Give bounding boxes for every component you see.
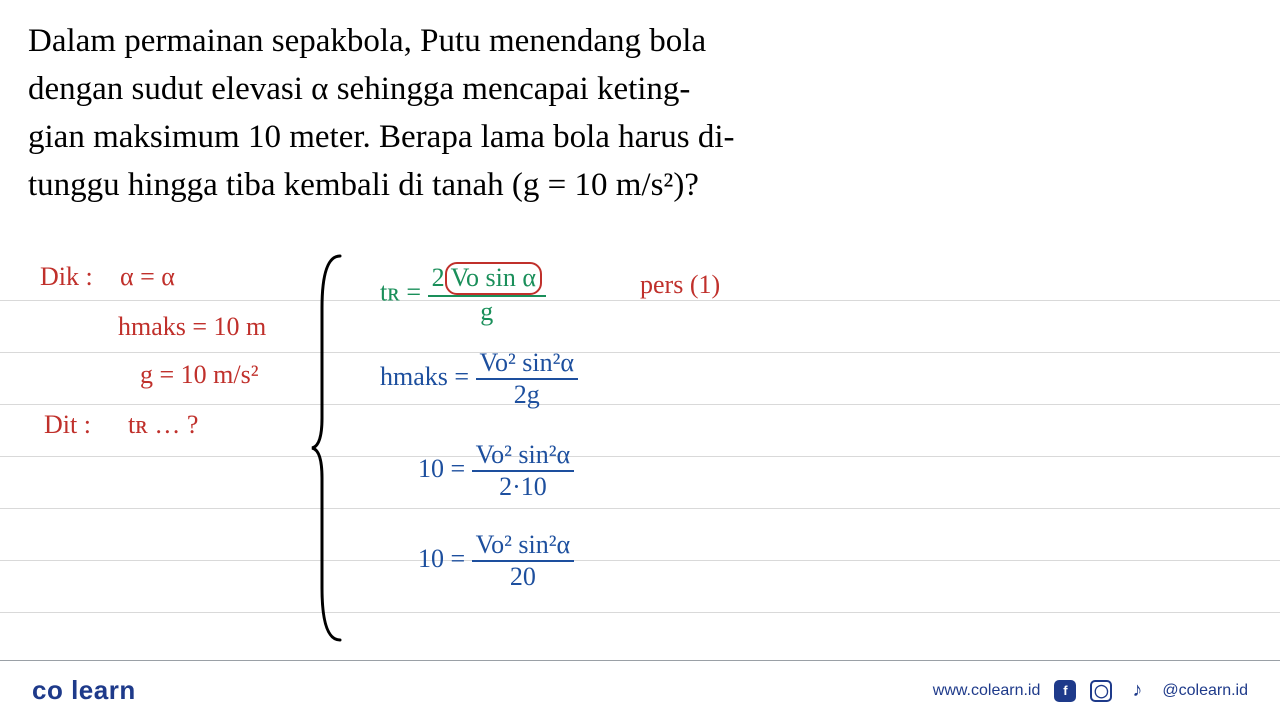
eq4-den: 20 <box>472 560 574 592</box>
eq2-lhs: hmaks = <box>380 362 469 391</box>
eq4: 10 = Vo² sin²α 20 <box>418 530 574 592</box>
tiktok-icon: ♪ <box>1126 680 1148 702</box>
problem-line-1: Dalam permainan sepakbola, Putu menendan… <box>28 18 1252 66</box>
brand-co: co <box>32 675 63 705</box>
asked-label: Dit : <box>44 410 91 440</box>
eq2-num: Vo² sin²α <box>476 348 578 378</box>
ruled-background <box>0 248 1280 660</box>
problem-line-4: tunggu hingga tiba kembali di tanah (g =… <box>28 162 1252 210</box>
footer-right: www.colearn.id f ◯ ♪ @colearn.id <box>933 680 1248 702</box>
brand-learn: learn <box>71 675 136 705</box>
eq1-two: 2 <box>432 263 445 292</box>
eq3-num: Vo² sin²α <box>472 440 574 470</box>
problem-line-2: dengan sudut elevasi α sehingga mencapai… <box>28 66 1252 114</box>
problem-statement: Dalam permainan sepakbola, Putu menendan… <box>0 0 1280 209</box>
footer-handle: @colearn.id <box>1162 682 1248 700</box>
eq1-lhs: tʀ = <box>380 277 421 306</box>
eq4-num: Vo² sin²α <box>472 530 574 560</box>
eq1-boxed: Vo sin α <box>445 262 542 295</box>
brace-divider <box>310 248 350 648</box>
facebook-icon: f <box>1054 680 1076 702</box>
eq1-note: pers (1) <box>640 270 720 300</box>
brand-dot <box>63 675 71 705</box>
eq2: hmaks = Vo² sin²α 2g <box>380 348 578 410</box>
given-alpha: α = α <box>120 262 175 292</box>
asked-value: tʀ … ? <box>128 410 198 440</box>
eq4-lhs: 10 = <box>418 544 465 573</box>
given-label: Dik : <box>40 262 93 292</box>
footer: co learn www.colearn.id f ◯ ♪ @colearn.i… <box>0 660 1280 720</box>
problem-line-3: gian maksimum 10 meter. Berapa lama bola… <box>28 114 1252 162</box>
given-hmaks: hmaks = 10 m <box>118 312 266 342</box>
brand-logo: co learn <box>32 675 136 706</box>
footer-url: www.colearn.id <box>933 682 1041 700</box>
eq1: tʀ = 2Vo sin α g <box>380 262 546 327</box>
eq2-den: 2g <box>476 378 578 410</box>
eq3-den: 2·10 <box>472 470 574 502</box>
eq3-lhs: 10 = <box>418 454 465 483</box>
eq3: 10 = Vo² sin²α 2·10 <box>418 440 574 502</box>
eq1-den: g <box>428 295 546 327</box>
instagram-icon: ◯ <box>1090 680 1112 702</box>
given-g: g = 10 m/s² <box>140 360 259 390</box>
